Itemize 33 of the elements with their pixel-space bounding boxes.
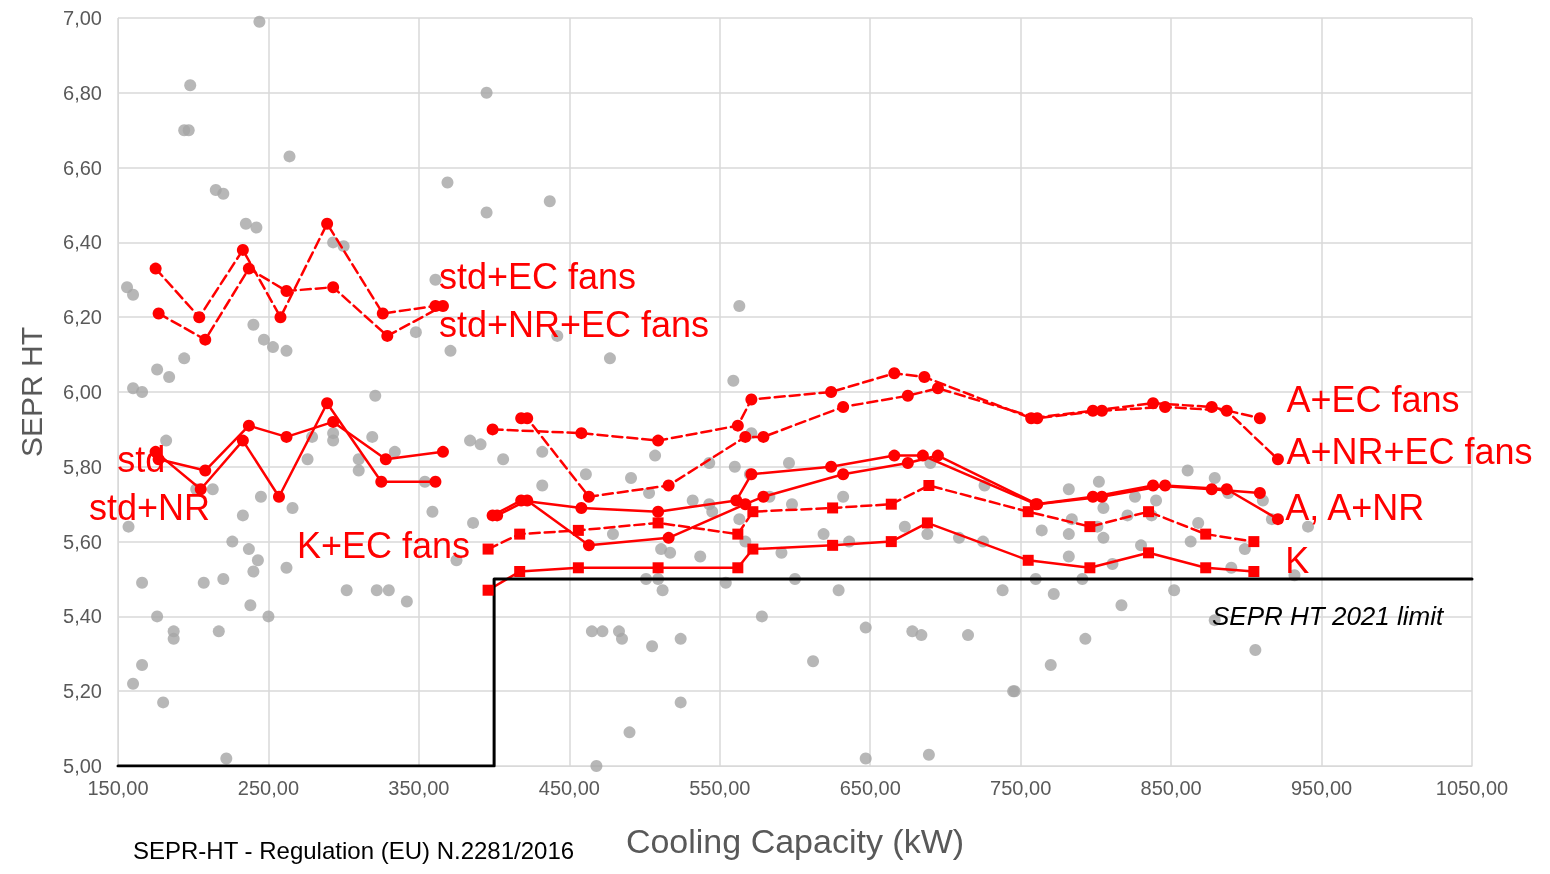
- y-tick-label: 5,20: [63, 680, 102, 703]
- text: SEPR-HT - Regulation (EU) N.2281/2016: [133, 836, 575, 864]
- x-tick-label: 1050,00: [1435, 777, 1509, 799]
- y-tick-label: 5,00: [63, 755, 102, 777]
- y-tick-label: 6,80: [63, 81, 102, 104]
- y-tick-label: 5,40: [63, 605, 102, 628]
- y-tick-label: 5,80: [63, 455, 102, 478]
- y-axis-title: SEPR HT: [14, 326, 48, 458]
- y-tick-label: 6,20: [63, 306, 102, 329]
- x-tick-label: 850,00: [1140, 777, 1202, 799]
- x-tick-label: 750,00: [990, 777, 1052, 799]
- x-tick-label: 250,00: [237, 777, 300, 799]
- annotation: K: [1285, 539, 1310, 581]
- annotation: A+EC fans: [1286, 378, 1460, 420]
- x-tick-label: 150,00: [87, 777, 149, 799]
- y-tick-label: 6,40: [63, 231, 102, 254]
- x-tick-label: 650,00: [839, 777, 901, 799]
- y-tick-label: 5,60: [63, 530, 102, 553]
- y-tick-label: 7,00: [63, 7, 102, 29]
- x-axis-title: Cooling Capacity (kW): [625, 822, 965, 860]
- x-tick-label: 450,00: [538, 777, 600, 799]
- x-tick-label: 350,00: [388, 777, 450, 799]
- annotation: std+NR: [89, 487, 211, 529]
- x-tick-label: 550,00: [689, 777, 751, 799]
- annotation: K+EC fans: [296, 524, 471, 566]
- y-tick-label: 6,60: [63, 156, 102, 179]
- annotation: std+NR+EC fans: [438, 304, 710, 346]
- y-tick-label: 6,00: [63, 381, 102, 403]
- annotation: std+EC fans: [438, 255, 637, 297]
- annotation: A+NR+EC fans: [1286, 431, 1533, 473]
- x-tick-label: 950,00: [1290, 777, 1353, 799]
- annotation: SEPR HT 2021 limit: [1212, 601, 1445, 632]
- annotation: A, A+NR: [1285, 487, 1425, 529]
